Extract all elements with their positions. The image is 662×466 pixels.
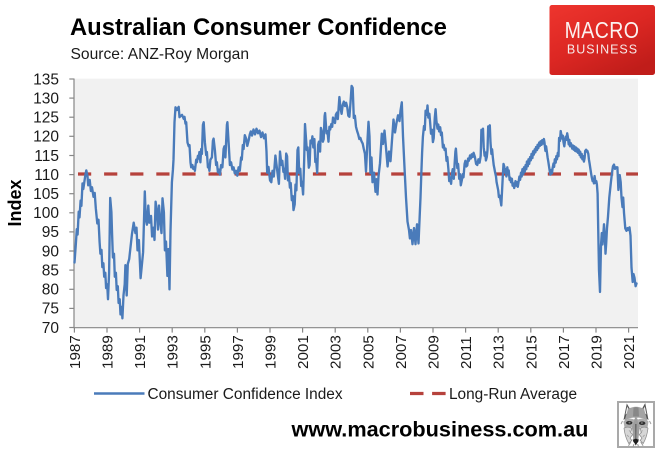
svg-text:1999: 1999 [263,335,280,369]
svg-text:130: 130 [33,90,59,107]
svg-text:115: 115 [34,148,59,165]
svg-text:1991: 1991 [132,335,149,369]
svg-text:75: 75 [42,301,59,318]
svg-text:110: 110 [34,167,59,184]
svg-text:2005: 2005 [360,335,377,369]
svg-text:125: 125 [33,110,59,127]
svg-text:100: 100 [33,205,59,222]
svg-text:70: 70 [42,320,60,337]
svg-text:2009: 2009 [426,335,443,369]
svg-text:85: 85 [42,262,59,279]
svg-text:BUSINESS: BUSINESS [567,42,638,56]
svg-text:90: 90 [42,243,60,260]
svg-text:2017: 2017 [556,335,573,369]
svg-text:2007: 2007 [393,335,410,369]
svg-text:2013: 2013 [491,335,508,369]
svg-text:Long-Run Average: Long-Run Average [449,386,577,403]
svg-text:2001: 2001 [295,335,312,369]
svg-text:105: 105 [33,186,59,203]
svg-text:2003: 2003 [328,335,345,369]
svg-text:Australian Consumer Confidence: Australian Consumer Confidence [70,14,447,41]
svg-text:95: 95 [42,224,59,241]
svg-text:135: 135 [33,71,59,88]
svg-text:MACRO: MACRO [565,17,640,43]
svg-text:120: 120 [33,129,59,146]
svg-text:2021: 2021 [621,335,638,369]
svg-text:1993: 1993 [165,335,182,369]
svg-text:1997: 1997 [230,335,247,369]
svg-text:www.macrobusiness.com.au: www.macrobusiness.com.au [291,417,589,442]
svg-text:Index: Index [5,179,25,226]
svg-text:Consumer Confidence Index: Consumer Confidence Index [148,386,343,403]
svg-text:1987: 1987 [67,335,84,369]
svg-text:Source: ANZ-Roy Morgan: Source: ANZ-Roy Morgan [71,46,250,63]
svg-text:2011: 2011 [458,336,475,369]
svg-text:2015: 2015 [523,335,540,369]
svg-text:1995: 1995 [197,335,214,369]
svg-text:2019: 2019 [589,335,606,369]
svg-text:1989: 1989 [100,335,117,369]
svg-text:80: 80 [42,282,60,299]
